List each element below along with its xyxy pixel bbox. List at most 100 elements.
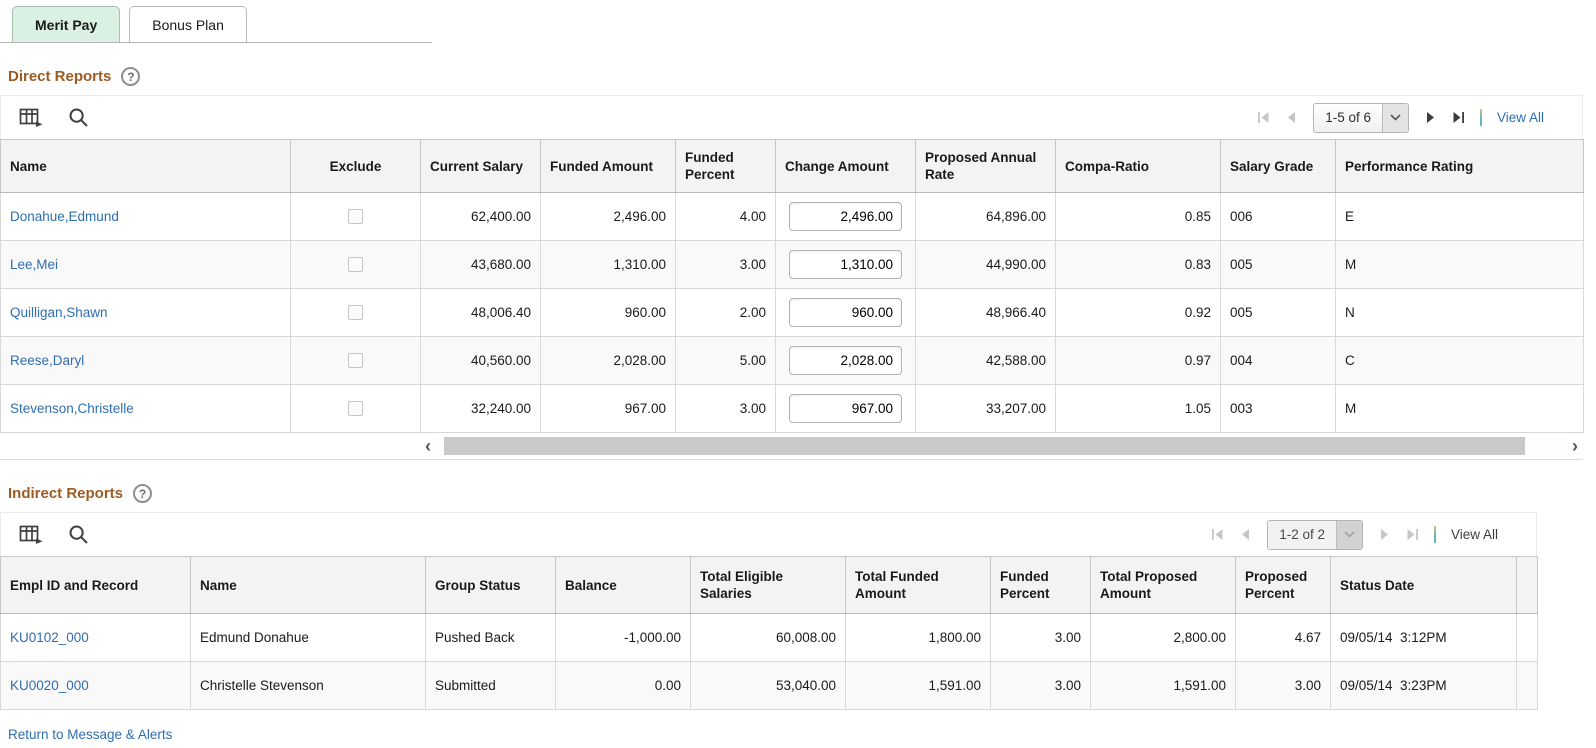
scrollbar-thumb[interactable] [444,437,1525,455]
cell-funded-percent: 3.00 [675,384,776,433]
cell-current-salary: 40,560.00 [420,336,541,385]
chevron-down-icon [1381,103,1408,132]
last-page-icon[interactable] [1452,111,1465,124]
col-header-name: Name [0,139,291,193]
cell-compa-ratio: 0.85 [1055,192,1221,241]
cell-status-date: 09/05/14 3:23PM [1330,661,1517,710]
table-row: Stevenson,Christelle 32,240.00 967.00 3.… [0,384,1584,433]
employee-name-link[interactable]: Reese,Daryl [10,353,85,368]
change-amount-input[interactable] [789,298,902,327]
exclude-checkbox[interactable] [348,305,363,321]
page-range-select: 1-2 of 2 [1267,519,1363,550]
cell-salary-grade: 005 [1220,288,1336,337]
col-header-change-amount: Change Amount [775,139,916,193]
cell-current-salary: 43,680.00 [420,240,541,289]
search-icon[interactable] [68,524,89,545]
next-page-icon[interactable] [1378,528,1391,541]
cell-compa-ratio: 0.83 [1055,240,1221,289]
table-row: Donahue,Edmund 62,400.00 2,496.00 4.00 6… [0,192,1584,241]
employee-name-link[interactable]: Donahue,Edmund [10,209,119,224]
cell-compa-ratio: 1.05 [1055,384,1221,433]
cell-current-salary: 48,006.40 [420,288,541,337]
direct-reports-toolbar: 1-5 of 6 View All [0,95,1583,139]
cell-total-funded-amount: 1,591.00 [845,661,991,710]
help-icon[interactable]: ? [133,484,153,503]
search-icon[interactable] [68,107,89,128]
horizontal-scroll-row: ‹ › [0,433,1583,460]
col-header-name: Name [190,556,426,614]
col-header-compa-ratio: Compa-Ratio [1055,139,1221,193]
exclude-checkbox[interactable] [348,209,363,225]
exclude-checkbox[interactable] [348,401,363,417]
cell-salary-grade: 004 [1220,336,1336,385]
cell-proposed-annual-rate: 48,966.40 [915,288,1056,337]
cell-proposed-annual-rate: 44,990.00 [915,240,1056,289]
cell-name: Edmund Donahue [190,613,426,662]
col-header-funded-percent: Funded Percent [990,556,1091,614]
last-page-icon[interactable] [1406,528,1419,541]
prev-page-icon[interactable] [1285,111,1298,124]
cell-salary-grade: 003 [1220,384,1336,433]
col-header-status-date: Status Date [1330,556,1517,614]
cell-empty [1516,661,1538,710]
cell-proposed-annual-rate: 42,588.00 [915,336,1056,385]
col-header-funded-amount: Funded Amount [540,139,676,193]
tab-bar: Merit Pay Bonus Plan [0,0,432,43]
horizontal-scrollbar[interactable] [436,436,1567,456]
indirect-reports-table: Empl ID and Record Name Group Status Bal… [0,556,1538,710]
empl-id-link[interactable]: KU0102_000 [10,630,89,645]
cell-total-funded-amount: 1,800.00 [845,613,991,662]
table-row: Quilligan,Shawn 48,006.40 960.00 2.00 48… [0,288,1584,337]
chevron-down-icon [1335,520,1362,549]
empl-id-link[interactable]: KU0020_000 [10,678,89,693]
help-icon[interactable]: ? [121,67,141,86]
cell-performance-rating: E [1335,192,1584,241]
tab-label: Merit Pay [35,16,98,33]
employee-name-link[interactable]: Stevenson,Christelle [10,401,134,416]
change-amount-input[interactable] [789,394,902,423]
next-page-icon[interactable] [1424,111,1437,124]
col-header-total-funded-amount: Total Funded Amount [845,556,991,614]
tab-bonus-plan[interactable]: Bonus Plan [129,6,247,42]
page-range-value: 1-2 of 2 [1268,520,1336,549]
cell-performance-rating: M [1335,384,1584,433]
cell-salary-grade: 006 [1220,192,1336,241]
cell-performance-rating: C [1335,336,1584,385]
scroll-left-icon[interactable]: ‹ [425,436,431,456]
cell-proposed-percent: 4.67 [1235,613,1331,662]
prev-page-icon[interactable] [1239,528,1252,541]
page-range-select[interactable]: 1-5 of 6 [1313,102,1409,133]
scroll-right-icon[interactable]: › [1572,436,1578,456]
exclude-checkbox[interactable] [348,257,363,273]
cell-performance-rating: M [1335,240,1584,289]
view-all-link[interactable]: View All [1496,110,1544,125]
indirect-reports-title-row: Indirect Reports ? [8,484,1596,503]
pager-separator [1433,526,1436,543]
tab-label: Bonus Plan [152,16,224,33]
first-page-icon[interactable] [1257,111,1270,124]
tab-merit-pay[interactable]: Merit Pay [12,6,121,42]
pager-separator [1479,109,1482,126]
change-amount-input[interactable] [789,346,902,375]
return-link[interactable]: Return to Message & Alerts [8,727,173,742]
view-all-link[interactable]: View All [1450,527,1498,542]
first-page-icon[interactable] [1211,528,1224,541]
change-amount-input[interactable] [789,202,902,231]
grid-customize-icon[interactable] [19,524,44,545]
change-amount-input[interactable] [789,250,902,279]
cell-name: Christelle Stevenson [190,661,426,710]
cell-total-proposed-amount: 2,800.00 [1090,613,1236,662]
exclude-checkbox[interactable] [348,353,363,369]
page-title: Direct Reports [8,68,112,85]
employee-name-link[interactable]: Quilligan,Shawn [10,305,108,320]
employee-name-link[interactable]: Lee,Mei [10,257,59,272]
cell-funded-percent: 5.00 [675,336,776,385]
grid-customize-icon[interactable] [19,107,44,128]
cell-funded-percent: 3.00 [990,661,1091,710]
cell-funded-percent: 3.00 [675,240,776,289]
direct-reports-table: Name Exclude Current Salary Funded Amoun… [0,139,1584,433]
header-row: Name Exclude Current Salary Funded Amoun… [0,139,1584,193]
cell-funded-percent: 3.00 [990,613,1091,662]
cell-proposed-percent: 3.00 [1235,661,1331,710]
cell-funded-amount: 1,310.00 [540,240,676,289]
